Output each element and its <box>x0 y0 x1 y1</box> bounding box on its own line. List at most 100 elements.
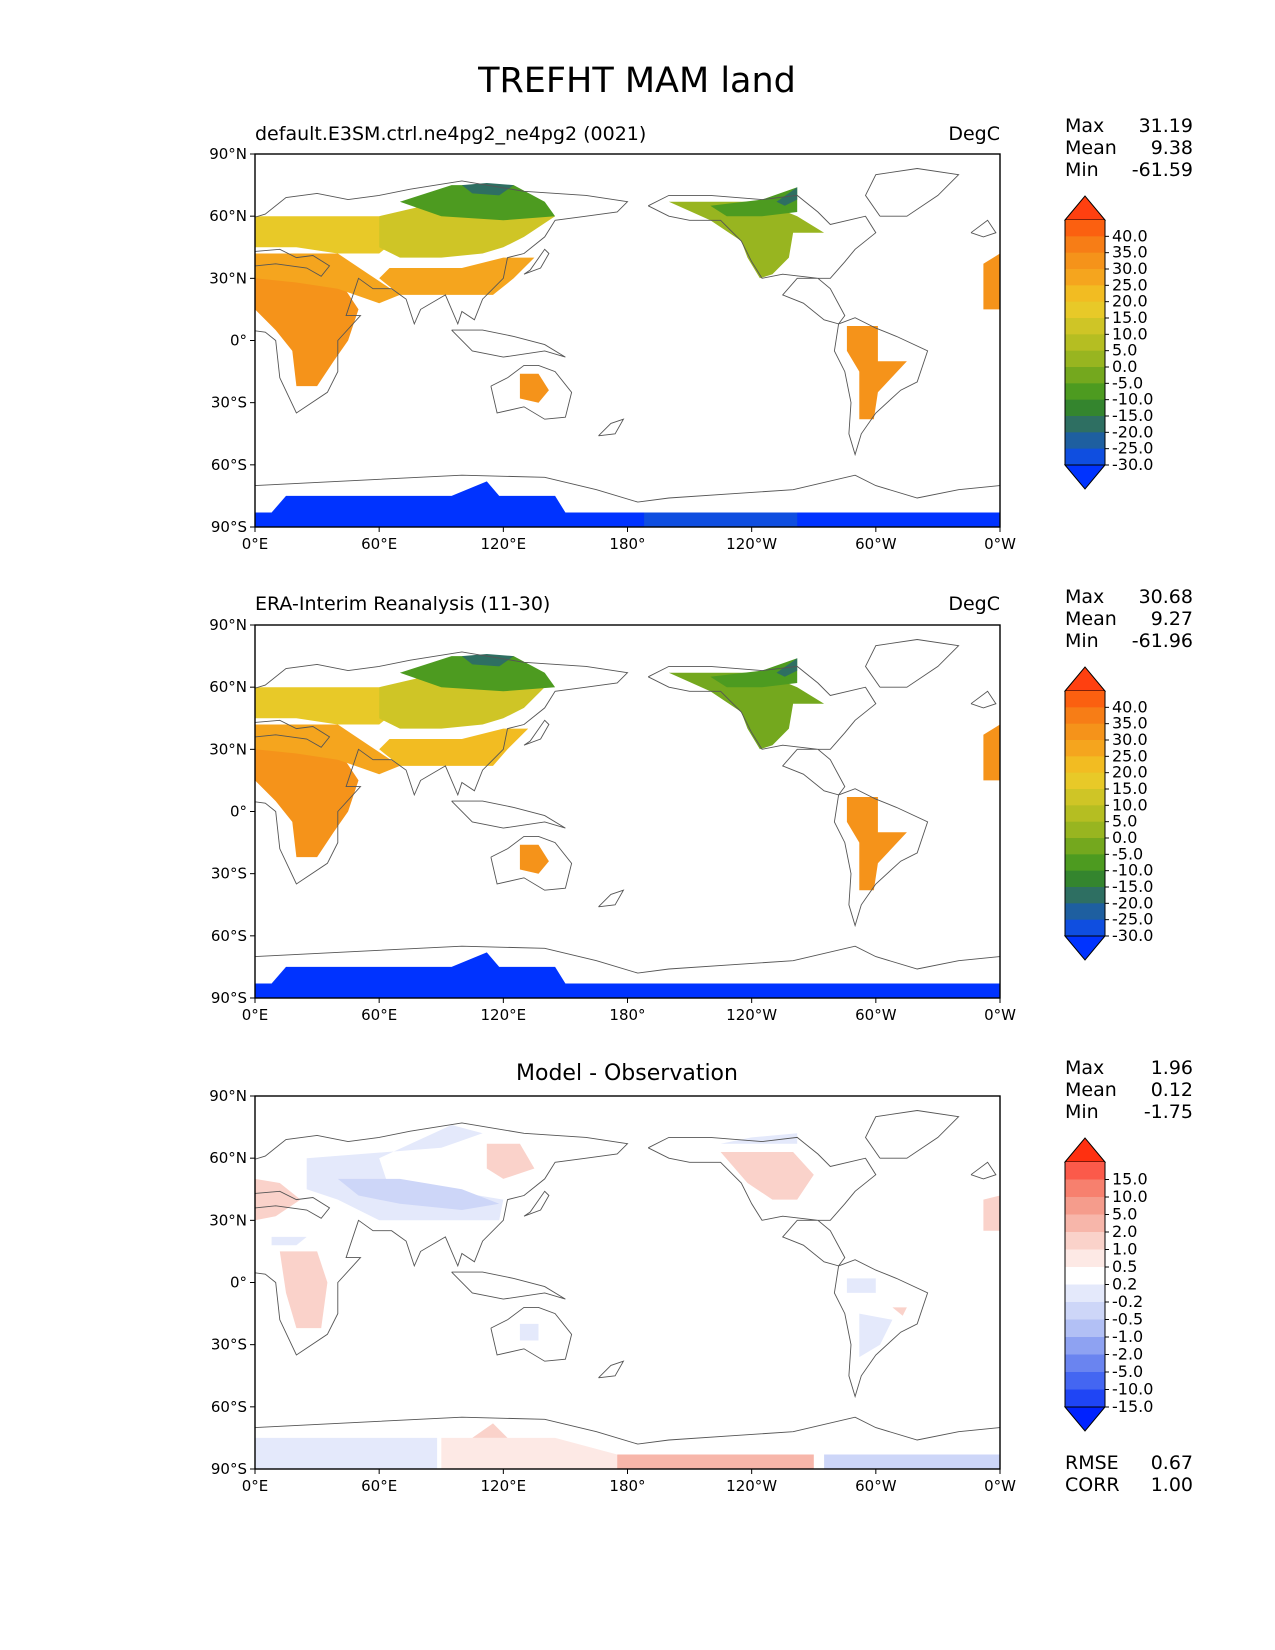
field-region-canada-arctic-cool <box>720 1133 798 1144</box>
y-tick-label: 30°N <box>209 1211 247 1229</box>
y-tick-label: 30°S <box>211 1336 247 1354</box>
colorbar-label: 35.0 <box>1112 243 1148 262</box>
map-background <box>255 1096 1000 1469</box>
panel-units: DegC <box>948 123 1000 145</box>
field-region-ne-asia-warm <box>486 1143 535 1179</box>
field-region-antarctica-e-warm <box>441 1437 618 1469</box>
colorbar-label: 5.0 <box>1112 341 1137 360</box>
x-tick-label: 0°E <box>242 1006 269 1024</box>
colorbar-label: 40.0 <box>1112 226 1148 245</box>
x-tick-label: 60°W <box>855 1006 897 1024</box>
coastline <box>255 945 1000 974</box>
coastline <box>833 1259 929 1399</box>
colorbar-segment <box>1065 1249 1105 1268</box>
x-tick-label: 60°W <box>855 535 897 553</box>
coastline <box>451 1271 566 1300</box>
colorbar-label: -5.0 <box>1112 373 1143 392</box>
colorbar-segment <box>1065 432 1105 450</box>
y-tick-label: 90°S <box>211 1460 247 1478</box>
panel-difference: Model - Observation 0°E 60°E 120°E 180° 120°… <box>209 1057 1193 1496</box>
y-tick-label: 60°S <box>211 456 247 474</box>
colorbar-segment <box>1065 1354 1105 1373</box>
colorbar-segment <box>1065 383 1105 401</box>
x-tick-label: 120°E <box>481 1477 527 1495</box>
colorbar-label: -20.0 <box>1112 893 1153 912</box>
y-tick-label: 30°S <box>211 394 247 412</box>
stats-test: Max 31.19 Mean 9.38 Min -61.59 <box>1065 115 1193 181</box>
y-tick-label: 30°N <box>209 740 247 758</box>
colorbar-label: -10.0 <box>1112 390 1153 409</box>
x-tick-label: 180° <box>609 1477 645 1495</box>
colorbar-label: 15.0 <box>1112 1170 1148 1189</box>
colorbar-segment <box>1065 269 1105 286</box>
x-tick-label: 60°E <box>361 1006 397 1024</box>
x-tick-label: 0°E <box>242 535 269 553</box>
colorbar-segment <box>1065 350 1105 368</box>
coastline <box>864 168 960 217</box>
y-tick-label: 60°N <box>209 1149 247 1167</box>
colorbar-label: 20.0 <box>1112 292 1148 311</box>
y-tick-label: 90°S <box>211 518 247 536</box>
coastline <box>598 418 625 437</box>
colorbar-segment <box>1065 1319 1105 1338</box>
colorbar-segment <box>1065 805 1105 823</box>
x-tick-label: 0°W <box>984 535 1016 553</box>
colorbar-segment <box>1065 1302 1105 1320</box>
field-region-south-america <box>846 797 907 891</box>
stat-label-min: Min <box>1065 1101 1099 1123</box>
map-reference: 0°E 60°E 120°E 180° 120°W 60°W 0°W 90°N 60°N 30°N… <box>209 616 1016 1024</box>
colorbar-outline <box>1064 220 1106 465</box>
coastline <box>598 889 625 908</box>
colorbar-segment <box>1065 887 1105 904</box>
colorbar-label: -15.0 <box>1112 1397 1153 1416</box>
colorbar-label: 5.0 <box>1112 812 1137 831</box>
x-tick-label: 60°E <box>361 1477 397 1495</box>
colorbar-label: 0.0 <box>1112 357 1137 376</box>
stat-value-mean: 0.12 <box>1151 1079 1193 1101</box>
colorbar-reference: 40.035.030.025.020.015.010.05.00.0-5.0-1… <box>1063 666 1153 961</box>
colorbar-segment <box>1065 1197 1105 1215</box>
colorbar-label: -5.0 <box>1112 1362 1143 1381</box>
y-tick-label: 30°S <box>211 865 247 883</box>
coastline <box>523 719 550 746</box>
colorbar-extend-max <box>1063 666 1107 692</box>
panel-test: default.E3SM.ctrl.ne4pg2_ne4pg2 (0021) D… <box>209 115 1193 553</box>
colorbar-label: 20.0 <box>1112 763 1148 782</box>
y-tick-label: 0° <box>230 803 247 821</box>
field-region-australia <box>519 844 549 874</box>
field-region-taymyr <box>461 654 514 667</box>
coastline <box>647 1136 877 1267</box>
field-region-australia-cool <box>519 1323 539 1341</box>
field-region-europe <box>255 216 400 254</box>
colorbar-label: -10.0 <box>1112 861 1153 880</box>
field-region-brazil-warm <box>892 1307 907 1316</box>
y-tick-label: 60°N <box>209 678 247 696</box>
coastline <box>255 474 1000 503</box>
colorbar-segment <box>1065 1232 1105 1250</box>
y-tick-label: 60°S <box>211 927 247 945</box>
coastline <box>598 1360 625 1379</box>
coastline <box>647 194 877 325</box>
colorbar-segment <box>1065 903 1105 921</box>
colorbar-label: 2.0 <box>1112 1222 1137 1241</box>
colorbar-segment <box>1065 1337 1105 1355</box>
figure-title: TREFHT MAM land <box>477 61 796 101</box>
x-tick-label: 120°E <box>481 1006 527 1024</box>
colorbar-segment <box>1065 416 1105 433</box>
stat-value-mean: 9.27 <box>1151 608 1193 630</box>
stat-value-min: -61.59 <box>1132 159 1193 181</box>
y-tick-label: 0° <box>230 332 247 350</box>
field-region-antarctica <box>255 481 1000 527</box>
colorbar-segment <box>1065 448 1105 466</box>
stat-value-max: 31.19 <box>1139 115 1193 137</box>
field-region-africa-warm <box>279 1251 328 1329</box>
stat-value-corr: 1.00 <box>1151 1474 1193 1496</box>
stat-value-rmse: 0.67 <box>1151 1452 1193 1474</box>
field-region-siberia <box>399 185 556 221</box>
stat-label-mean: Mean <box>1065 137 1117 159</box>
map-difference: 0°E 60°E 120°E 180° 120°W 60°W 0°W 90°N 60°N 30°N… <box>209 1087 1016 1495</box>
colorbar-segment <box>1065 285 1105 303</box>
x-tick-label: 120°W <box>726 535 777 553</box>
panel-title-left: default.E3SM.ctrl.ne4pg2_ne4pg2 (0021) <box>255 123 646 145</box>
coastline <box>523 248 550 275</box>
